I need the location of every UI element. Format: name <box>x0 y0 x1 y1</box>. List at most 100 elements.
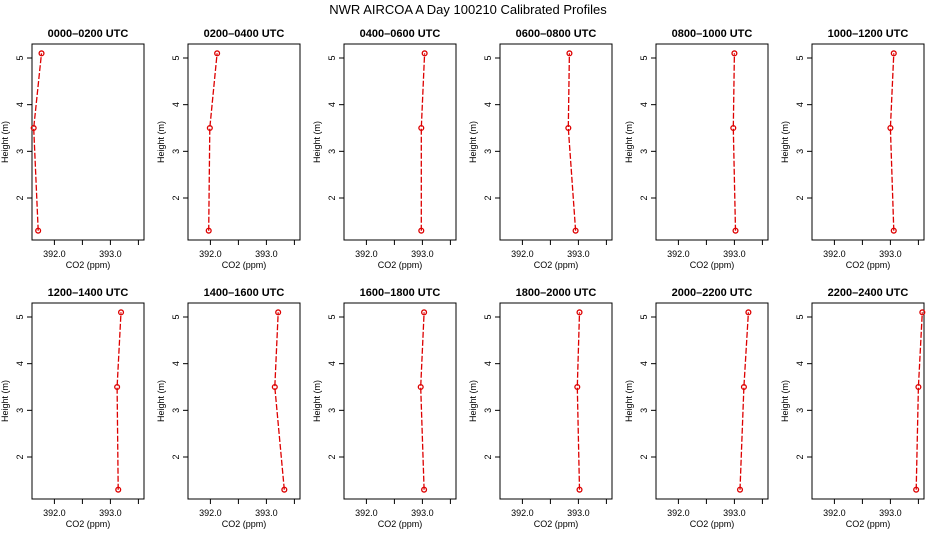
x-tick-label: 392.0 <box>511 249 534 259</box>
y-tick-label: 4 <box>795 102 805 107</box>
y-tick-label: 5 <box>171 55 181 60</box>
y-tick-label: 3 <box>639 149 649 154</box>
panel-4: 0600–0800 UTC 392.0 393.0 2 3 4 5 CO2 (ppm) Heig… <box>468 28 613 270</box>
panel-1: 0000–0200 UTC 392.0 393.0 2 3 4 5 CO2 (ppm) Heig… <box>0 28 145 270</box>
y-tick-label: 4 <box>483 361 493 366</box>
y-tick-label: 5 <box>327 314 337 319</box>
profile-point <box>115 486 122 493</box>
x-tick-label: 392.0 <box>511 508 534 518</box>
profile-point <box>421 50 428 57</box>
y-tick-label: 5 <box>15 314 25 319</box>
profile-point <box>421 486 428 493</box>
profile-point <box>890 227 897 234</box>
y-axis-label: Height (m) <box>624 121 634 163</box>
plot-frame <box>343 43 457 241</box>
profile-point <box>418 227 425 234</box>
profile-point <box>418 124 425 132</box>
profile-point <box>281 486 288 493</box>
y-tick-label: 4 <box>327 361 337 366</box>
plot-frame <box>811 302 925 500</box>
y-axis-label: Height (m) <box>312 121 322 163</box>
panel-2: 0200–0400 UTC 392.0 393.0 2 3 4 5 CO2 (ppm) Heig… <box>156 28 301 270</box>
y-tick-label: 5 <box>639 314 649 319</box>
x-axis-label: CO2 (ppm) <box>222 519 267 529</box>
plot-frame <box>187 302 301 500</box>
profile-point <box>913 486 920 493</box>
profile-point <box>574 383 581 391</box>
x-tick-label: 392.0 <box>823 508 846 518</box>
profile-point <box>114 383 121 391</box>
panel-title: 1800–2000 UTC <box>516 287 597 299</box>
x-axis-label: CO2 (ppm) <box>846 260 891 270</box>
y-tick-label: 2 <box>639 195 649 200</box>
y-tick-label: 3 <box>327 149 337 154</box>
panel-title: 2000–2200 UTC <box>672 287 753 299</box>
profile-point <box>740 383 747 391</box>
profile-line <box>420 53 426 231</box>
y-tick-label: 3 <box>327 408 337 413</box>
profile-line <box>739 312 750 490</box>
profile-point <box>576 486 583 493</box>
y-tick-label: 3 <box>795 149 805 154</box>
x-tick-label: 392.0 <box>667 508 690 518</box>
profile-point <box>271 383 278 391</box>
plot-frame <box>499 302 613 500</box>
y-tick-label: 4 <box>795 361 805 366</box>
x-axis-label: CO2 (ppm) <box>378 519 423 529</box>
profile-point <box>890 50 897 57</box>
profile-point <box>572 227 579 234</box>
y-tick-label: 4 <box>171 102 181 107</box>
y-tick-label: 4 <box>483 102 493 107</box>
x-axis-label: CO2 (ppm) <box>690 260 735 270</box>
figure-title: NWR AIRCOA A Day 100210 Calibrated Profi… <box>329 2 607 17</box>
profile-point <box>214 50 221 57</box>
panel-8: 1400–1600 UTC 392.0 393.0 2 3 4 5 CO2 (ppm) Heig… <box>156 287 301 529</box>
x-axis-label: CO2 (ppm) <box>534 260 579 270</box>
profile-point <box>30 124 37 132</box>
y-tick-label: 2 <box>327 454 337 459</box>
profile-point <box>417 383 424 391</box>
x-axis-label: CO2 (ppm) <box>846 519 891 529</box>
y-tick-label: 4 <box>639 361 649 366</box>
profile-line <box>420 312 425 490</box>
x-tick-label: 393.0 <box>879 508 902 518</box>
profile-point <box>736 486 744 493</box>
x-tick-label: 393.0 <box>99 249 122 259</box>
plot-frame <box>655 43 769 241</box>
profile-point <box>919 309 926 316</box>
panel-title: 0800–1000 UTC <box>672 28 753 40</box>
profile-point <box>35 227 42 234</box>
x-tick-label: 393.0 <box>411 249 434 259</box>
profile-point <box>915 383 922 391</box>
panel-3: 0400–0600 UTC 392.0 393.0 2 3 4 5 CO2 (ppm) Heig… <box>312 28 457 270</box>
profile-line <box>576 312 581 490</box>
y-tick-label: 5 <box>639 55 649 60</box>
y-tick-label: 3 <box>171 149 181 154</box>
y-tick-label: 3 <box>483 149 493 154</box>
x-tick-label: 392.0 <box>355 249 378 259</box>
y-tick-label: 2 <box>795 454 805 459</box>
panel-title: 1400–1600 UTC <box>204 287 285 299</box>
y-tick-label: 3 <box>639 408 649 413</box>
y-axis-label: Height (m) <box>0 121 10 163</box>
profile-point <box>38 50 45 57</box>
profile-point <box>205 227 212 234</box>
x-tick-label: 392.0 <box>199 508 222 518</box>
panel-7: 1200–1400 UTC 392.0 393.0 2 3 4 5 CO2 (ppm) Heig… <box>0 287 145 529</box>
x-axis-label: CO2 (ppm) <box>66 260 111 270</box>
y-tick-label: 2 <box>483 454 493 459</box>
profile-point <box>275 309 282 316</box>
profile-line <box>732 53 737 231</box>
x-tick-label: 393.0 <box>567 508 590 518</box>
panel-10: 1800–2000 UTC 392.0 393.0 2 3 4 5 CO2 (ppm) Heig… <box>468 287 613 529</box>
y-tick-label: 5 <box>327 55 337 60</box>
x-tick-label: 392.0 <box>823 249 846 259</box>
x-tick-label: 392.0 <box>43 508 66 518</box>
y-tick-label: 2 <box>795 195 805 200</box>
x-axis-label: CO2 (ppm) <box>378 260 423 270</box>
profile-line <box>567 53 577 231</box>
x-tick-label: 393.0 <box>255 249 278 259</box>
profile-point <box>421 309 428 316</box>
